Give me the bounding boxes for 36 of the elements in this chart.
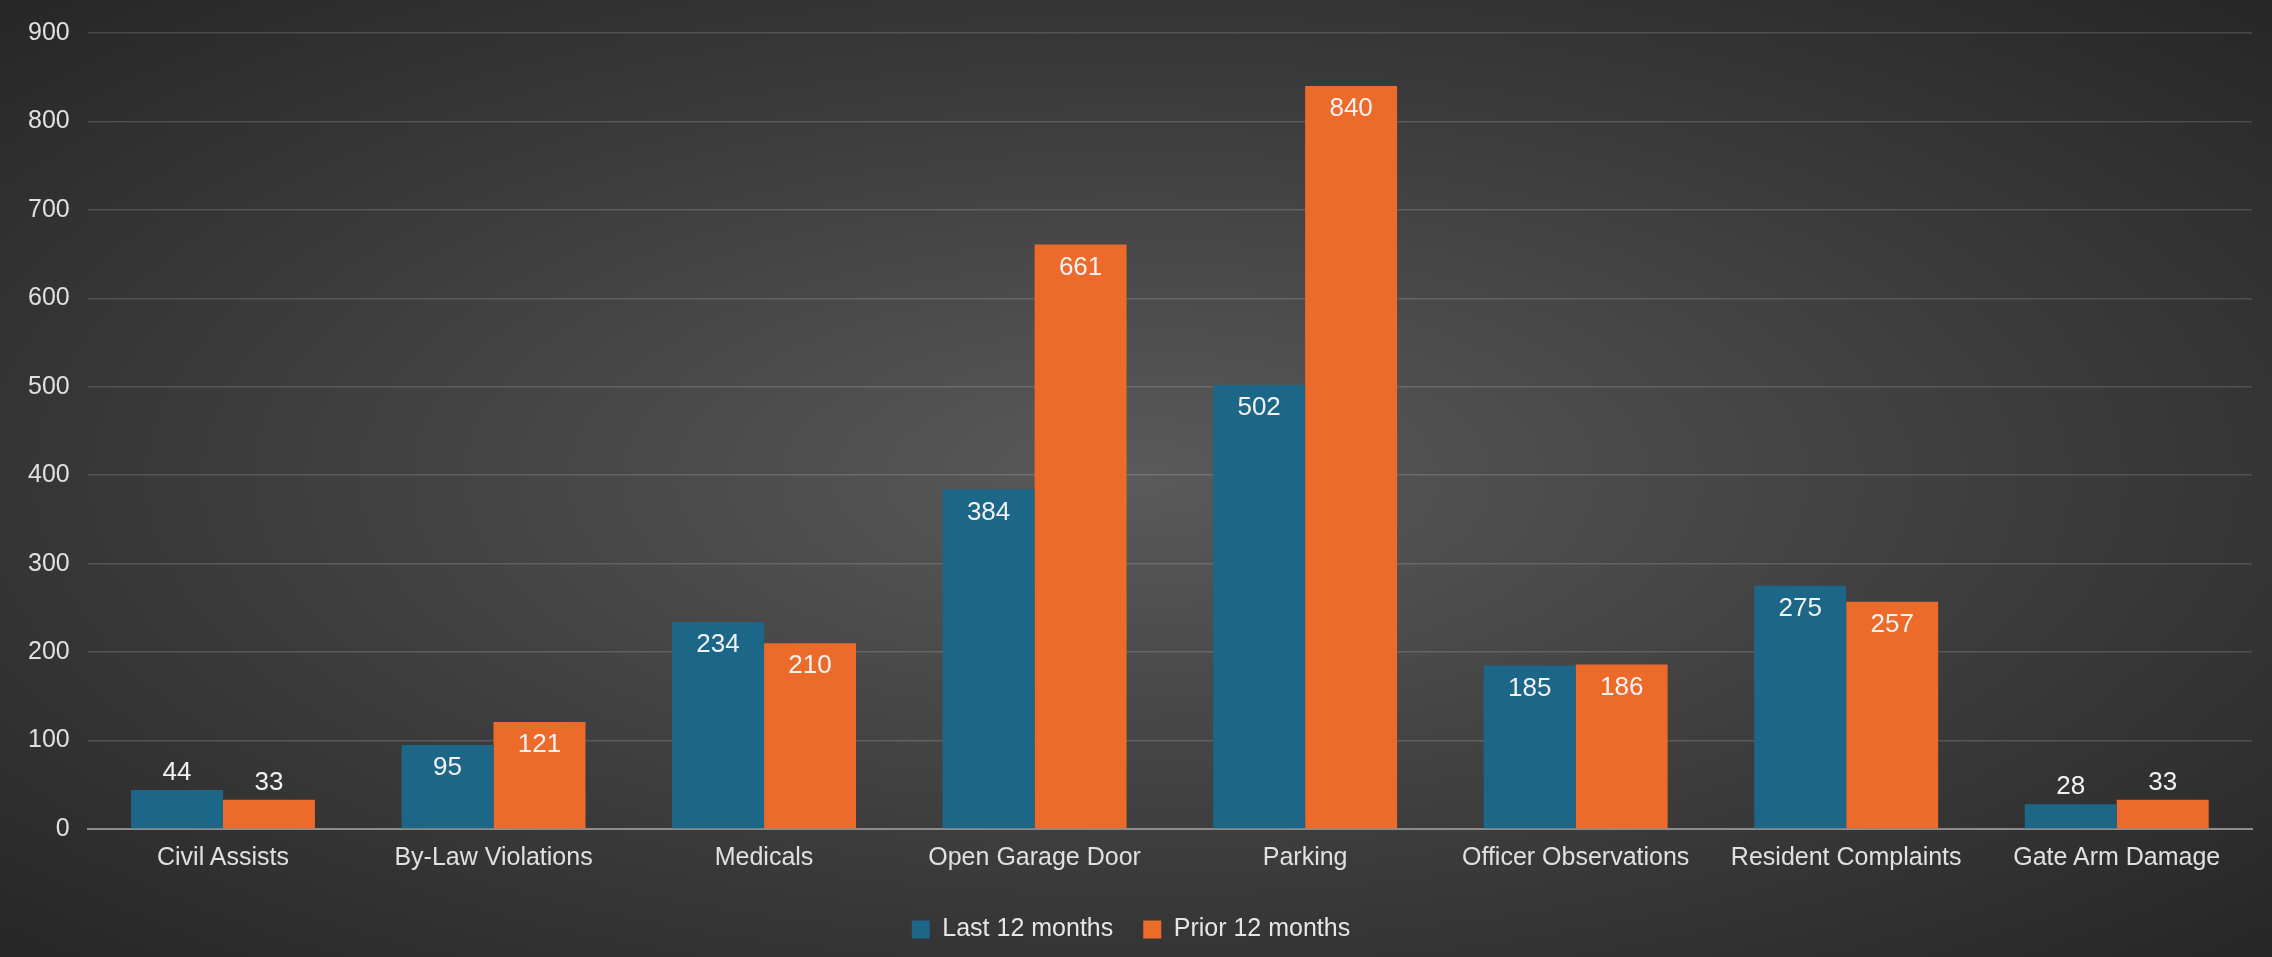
y-tick-label: 500	[27, 370, 70, 399]
x-tick-label: Resident Complaints	[1730, 841, 1962, 870]
y-tick-label: 600	[27, 282, 70, 311]
y-tick-label: 900	[27, 16, 70, 45]
y-tick-label: 400	[27, 459, 70, 488]
data-label: 257	[1870, 607, 1914, 638]
data-label: 661	[1058, 250, 1103, 281]
data-label: 185	[1507, 671, 1552, 702]
x-tick-label: Civil Assists	[157, 841, 289, 870]
legend-label: Prior 12 months	[1173, 913, 1351, 942]
data-label: 186	[1599, 670, 1644, 701]
data-label: 95	[433, 751, 462, 782]
data-label: 33	[2148, 765, 2178, 796]
data-label: 33	[254, 765, 284, 796]
data-label: 275	[1778, 591, 1822, 622]
data-label: 384	[966, 495, 1011, 526]
data-label: 840	[1329, 92, 1373, 123]
y-tick-label: 300	[27, 547, 70, 576]
legend-label: Last 12 months	[942, 913, 1114, 942]
x-tick-label: Gate Arm Damage	[2013, 841, 2221, 870]
y-tick-label: 800	[27, 105, 70, 134]
x-tick-label: By-Law Violations	[394, 841, 593, 870]
data-label: 121	[517, 728, 562, 759]
data-label: 210	[788, 649, 832, 680]
x-tick-label: Open Garage Door	[928, 841, 1141, 870]
data-label: 234	[696, 628, 740, 659]
y-tick-label: 200	[27, 636, 70, 664]
x-tick-label: Officer Observations	[1461, 841, 1690, 870]
y-tick-label: 700	[27, 193, 70, 222]
data-label: 44	[162, 756, 192, 787]
data-label: 28	[2056, 770, 2086, 801]
y-tick-label: 0	[55, 812, 70, 841]
x-tick-label: Medicals	[714, 841, 814, 870]
x-tick-label: Parking	[1262, 841, 1348, 870]
data-label: 502	[1237, 391, 1281, 422]
y-tick-label: 100	[27, 724, 70, 753]
